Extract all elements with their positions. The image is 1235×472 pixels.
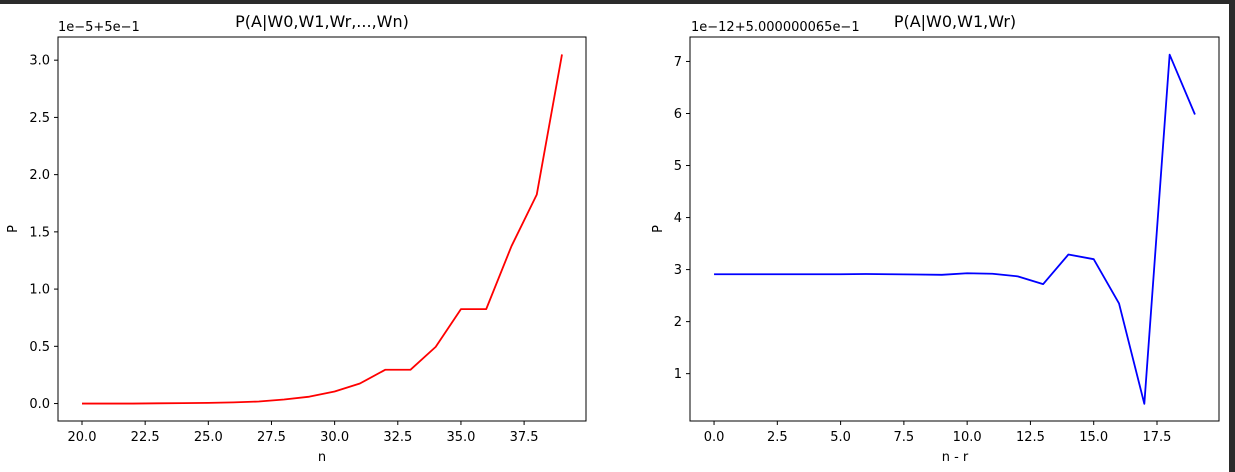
right-chart-plot-area bbox=[689, 36, 1220, 422]
left-chart-y-tick-label: 2.5 bbox=[29, 111, 50, 126]
right-chart-x-axis-label: n - r bbox=[942, 450, 969, 465]
right-chart-y-ticks: 1 2 3 4 5 6 7 bbox=[674, 55, 690, 382]
right-chart-x-tick-label: 5.0 bbox=[830, 430, 851, 445]
window-right-border bbox=[1229, 0, 1235, 472]
right-chart-y-tick-label: 7 bbox=[674, 55, 682, 70]
left-chart-y-tick-label: 0.5 bbox=[29, 340, 50, 355]
left-chart-x-tick-label: 37.5 bbox=[510, 430, 539, 445]
left-chart-x-tick-label: 22.5 bbox=[131, 430, 160, 445]
left-chart-x-tick-label: 32.5 bbox=[383, 430, 412, 445]
left-chart-x-tick-label: 27.5 bbox=[257, 430, 286, 445]
left-chart-y-tick-label: 3.0 bbox=[29, 54, 50, 69]
right-chart-series bbox=[714, 53, 1196, 405]
right-chart-series-line bbox=[714, 53, 1196, 405]
right-chart-x-tick-label: 10.0 bbox=[953, 430, 982, 445]
left-chart-plot-area bbox=[57, 36, 587, 422]
right-chart-x-tick-label: 17.5 bbox=[1143, 430, 1172, 445]
left-chart-offset-text: 1e−5+5e−1 bbox=[58, 20, 140, 35]
left-chart-series bbox=[82, 54, 563, 405]
right-chart-y-tick-label: 4 bbox=[674, 211, 682, 226]
left-chart-y-ticks: 0.0 0.5 1.0 1.5 2.0 2.5 3.0 bbox=[29, 54, 58, 412]
left-chart-y-tick-label: 1.0 bbox=[29, 283, 50, 298]
right-chart-x-tick-label: 2.5 bbox=[767, 430, 788, 445]
right-chart-y-tick-label: 3 bbox=[674, 263, 682, 278]
right-chart-title: P(A|W0,W1,Wr) bbox=[894, 12, 1016, 31]
right-chart-offset-text: 1e−12+5.000000065e−1 bbox=[691, 20, 860, 35]
right-chart-y-tick-label: 1 bbox=[674, 367, 682, 382]
right-chart-y-tick-label: 2 bbox=[674, 315, 682, 330]
left-chart-x-ticks: 20.0 22.5 25.0 27.5 30.0 32.5 35.0 37.5 bbox=[68, 421, 539, 445]
left-chart-x-tick-label: 35.0 bbox=[446, 430, 475, 445]
left-chart-x-tick-label: 25.0 bbox=[194, 430, 223, 445]
right-chart-x-tick-label: 15.0 bbox=[1079, 430, 1108, 445]
right-chart-y-tick-label: 6 bbox=[674, 107, 682, 122]
left-chart-series-line bbox=[82, 54, 563, 405]
window-top-border bbox=[0, 0, 1235, 4]
right-chart-y-tick-label: 5 bbox=[674, 159, 682, 174]
left-chart-x-tick-label: 30.0 bbox=[320, 430, 349, 445]
right-chart-x-tick-label: 7.5 bbox=[894, 430, 915, 445]
left-chart-y-tick-label: 2.0 bbox=[29, 168, 50, 183]
right-chart: P(A|W0,W1,Wr) 1e−12+5.000000065e−1 0.0 2.… bbox=[651, 12, 1220, 465]
left-chart-x-tick-label: 20.0 bbox=[68, 430, 97, 445]
right-chart-x-tick-label: 12.5 bbox=[1016, 430, 1045, 445]
left-chart: P(A|W0,W1,Wr,...,Wn) 1e−5+5e−1 20.0 22.5 2… bbox=[6, 12, 587, 465]
left-chart-title: P(A|W0,W1,Wr,...,Wn) bbox=[235, 12, 409, 31]
left-chart-x-axis-label: n bbox=[318, 450, 326, 465]
right-chart-x-tick-label: 0.0 bbox=[704, 430, 725, 445]
left-chart-y-tick-label: 1.5 bbox=[29, 225, 50, 240]
right-chart-x-ticks: 0.0 2.5 5.0 7.5 10.0 12.5 15.0 17.5 bbox=[704, 421, 1172, 445]
left-chart-y-axis-label: P bbox=[6, 225, 21, 233]
right-chart-y-axis-label: P bbox=[651, 225, 666, 233]
left-chart-y-tick-label: 0.0 bbox=[29, 397, 50, 412]
